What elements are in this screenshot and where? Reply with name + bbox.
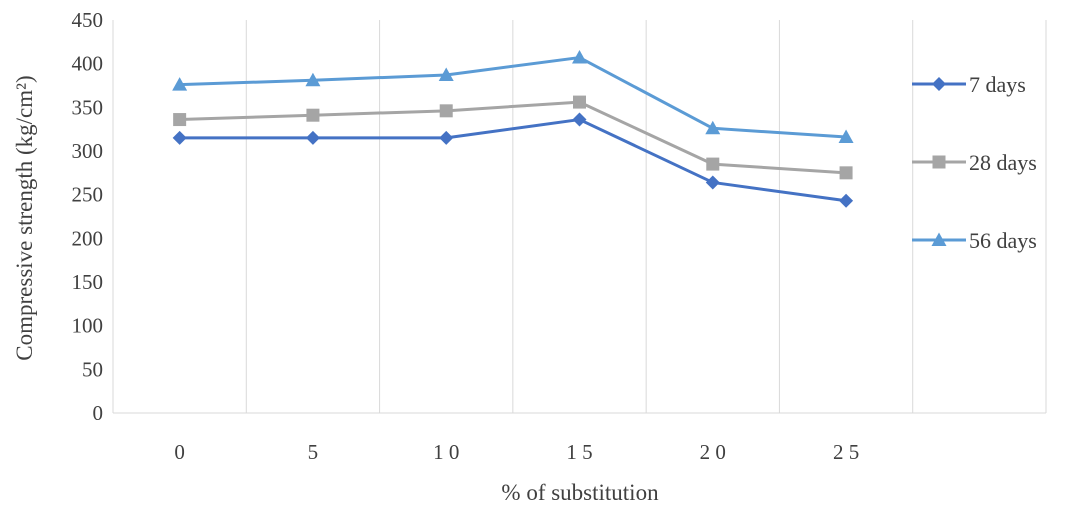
- legend-entry-1: 7 days: [912, 72, 1026, 97]
- series-3: [172, 50, 854, 144]
- x-axis-title: % of substitution: [501, 480, 659, 505]
- data-point: [305, 130, 320, 145]
- legend-marker: [932, 77, 946, 91]
- x-tick-label: 0: [174, 440, 185, 464]
- data-point: [705, 120, 721, 135]
- data-point: [172, 130, 187, 145]
- y-tick-label: 100: [72, 314, 104, 338]
- data-point: [306, 108, 320, 122]
- data-point: [173, 113, 187, 127]
- data-point: [305, 72, 321, 87]
- y-tick-label: 150: [72, 270, 104, 294]
- series-line: [179, 56, 847, 139]
- x-tick-label: 1 0: [433, 440, 459, 464]
- data-point: [838, 129, 854, 144]
- series-line: [179, 118, 847, 203]
- y-tick-label: 250: [72, 183, 104, 207]
- legend-label: 7 days: [969, 72, 1026, 97]
- data-point: [572, 50, 587, 64]
- data-point: [439, 104, 453, 118]
- data-point: [706, 157, 720, 171]
- y-tick-label: 400: [72, 52, 104, 76]
- data-point: [438, 67, 454, 82]
- y-tick-label: 450: [72, 8, 104, 32]
- y-tick-label: 200: [72, 226, 104, 250]
- y-axis-title: Compressive strength (kg/cm²): [12, 75, 37, 360]
- legend-label: 56 days: [969, 228, 1037, 253]
- legend-marker: [932, 155, 946, 169]
- data-point: [705, 175, 720, 190]
- data-point: [439, 130, 454, 145]
- data-point: [839, 193, 854, 208]
- series-1: [172, 112, 854, 208]
- y-tick-label: 50: [82, 357, 103, 381]
- legend-marker: [931, 232, 947, 246]
- legend: 7 days 28 days 56 days: [912, 72, 1037, 253]
- x-tick-label: 1 5: [566, 440, 592, 464]
- x-tick-label: 2 5: [833, 440, 859, 464]
- data-point: [572, 112, 587, 127]
- data-point: [172, 77, 188, 91]
- legend-label: 28 days: [969, 150, 1037, 175]
- data-point: [573, 95, 586, 109]
- series-2: [173, 95, 853, 180]
- x-tick-label: 5: [308, 440, 319, 464]
- x-tick-label: 2 0: [700, 440, 726, 464]
- series-group: [172, 50, 854, 208]
- legend-entry-3: 56 days: [912, 228, 1037, 253]
- series-line: [179, 100, 847, 175]
- y-tick-label: 0: [93, 401, 104, 425]
- y-tick-label: 350: [72, 95, 104, 119]
- y-tick-label: 300: [72, 139, 104, 163]
- data-point: [839, 166, 853, 180]
- legend-entry-2: 28 days: [912, 150, 1037, 175]
